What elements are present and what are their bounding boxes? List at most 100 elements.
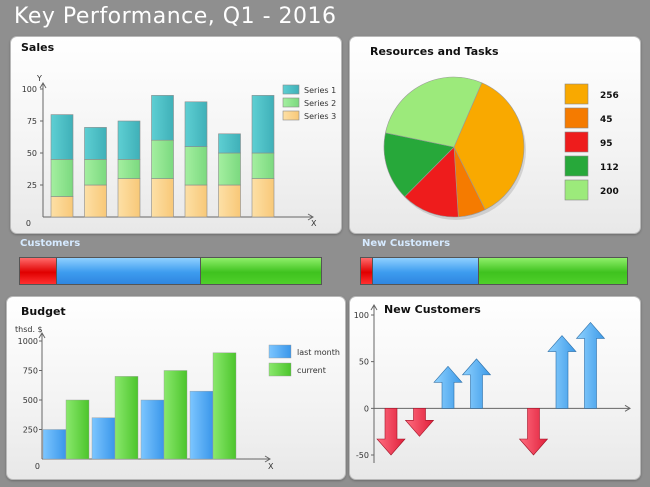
arrows-y-axis-arrow xyxy=(370,304,378,311)
sales-bar xyxy=(84,159,107,186)
sales-panel: Sales Y X 0 25 50 75 100 Series 1 Series 2 Series… xyxy=(10,36,342,234)
arrows-y-tick-label: 0 xyxy=(364,404,369,413)
arrow-down xyxy=(404,408,435,437)
sales-y-axis-arrow xyxy=(39,82,47,89)
budget-bar xyxy=(65,399,90,460)
budget-bar xyxy=(163,370,188,460)
sales-bar xyxy=(184,146,208,186)
sales-bar xyxy=(50,114,74,160)
new-customers-chart: -50 0 50 100 xyxy=(354,304,631,463)
sales-bar xyxy=(184,101,208,147)
sales-legend-swatch xyxy=(282,110,300,121)
budget-y-tick-label: 750 xyxy=(23,367,38,376)
pie-legend-swatch xyxy=(564,83,589,105)
new-customers-segment-green xyxy=(478,258,627,284)
sales-title: Sales xyxy=(21,41,55,54)
pie-legend-swatch xyxy=(564,107,589,129)
budget-y-tick-label: 0 xyxy=(35,462,40,471)
sales-legend-label: Series 2 xyxy=(304,99,336,108)
budget-bar xyxy=(42,429,67,460)
sales-y-label: Y xyxy=(36,74,42,83)
sales-bar xyxy=(218,133,241,154)
arrow-down xyxy=(376,408,406,456)
new-customers-progress xyxy=(360,257,628,285)
sales-bar xyxy=(117,159,141,179)
budget-y-axis-arrow xyxy=(38,332,46,339)
budget-legend-label: last month xyxy=(297,348,340,357)
budget-bar xyxy=(91,417,116,460)
sales-bar xyxy=(184,184,208,218)
customers-segment-green xyxy=(200,258,321,284)
pie-legend-swatch xyxy=(564,131,589,153)
arrow-up xyxy=(461,358,492,409)
sales-bar xyxy=(251,95,275,154)
pie-legend-label: 256 xyxy=(600,91,619,101)
arrow-up xyxy=(433,365,463,409)
sales-legend-swatch xyxy=(282,97,300,108)
sales-y-tick-label: 0 xyxy=(26,219,31,228)
pie-legend-label: 112 xyxy=(600,163,619,173)
sales-y-tick-label: 100 xyxy=(22,85,37,94)
sales-legend-swatch xyxy=(282,84,300,95)
sales-bar xyxy=(251,178,275,218)
new-customers-title: New Customers xyxy=(384,303,481,316)
customers-label: Customers xyxy=(20,238,81,249)
sales-y-tick-label: 75 xyxy=(27,117,37,126)
sales-bar xyxy=(50,159,74,197)
sales-bar xyxy=(218,152,241,186)
pie-legend-label: 95 xyxy=(600,139,613,149)
arrow-down xyxy=(518,408,549,456)
sales-bar xyxy=(117,178,141,218)
budget-x-axis-arrow xyxy=(264,455,271,463)
sales-bar xyxy=(151,139,174,179)
budget-y-label: thsd. $ xyxy=(15,325,43,334)
arrows-y-tick-label: -50 xyxy=(356,451,369,460)
resources-title: Resources and Tasks xyxy=(370,45,499,58)
budget-title: Budget xyxy=(21,305,66,318)
budget-legend-swatch xyxy=(268,344,292,359)
resources-panel: Resources and Tasks 256 45 95 112 200 xyxy=(349,36,641,234)
sales-y-tick-label: 50 xyxy=(27,149,37,158)
pie-legend-label: 200 xyxy=(600,187,619,197)
pie-slice xyxy=(404,146,459,218)
arrows-x-axis-arrow xyxy=(624,404,631,412)
arrows-y-tick-label: 100 xyxy=(354,311,369,320)
sales-bar xyxy=(251,152,275,179)
sales-legend-label: Series 3 xyxy=(304,112,336,121)
pie-legend-swatch xyxy=(564,179,589,201)
budget-bar xyxy=(114,376,139,460)
new-customers-panel: New Customers -50 0 50 100 xyxy=(349,296,641,480)
sales-chart: Y X 0 25 50 75 100 Series 1 Series 2 Series 3 xyxy=(22,74,337,228)
sales-legend-label: Series 1 xyxy=(304,86,336,95)
budget-legend-label: current xyxy=(297,366,326,375)
sales-bar xyxy=(84,127,107,160)
budget-bar xyxy=(140,399,165,460)
arrow-up xyxy=(575,322,606,409)
budget-y-tick-label: 250 xyxy=(23,426,38,435)
budget-bar xyxy=(212,352,237,460)
arrow-up xyxy=(547,335,577,409)
sales-x-label: X xyxy=(311,219,317,228)
pie-slice xyxy=(383,132,455,198)
sales-x-axis-arrow xyxy=(307,213,314,221)
sales-bar xyxy=(151,178,174,218)
new-customers-segment-blue xyxy=(371,258,479,284)
pie-legend-label: 45 xyxy=(600,115,613,125)
customers-progress xyxy=(19,257,322,285)
page-title: Key Performance, Q1 - 2016 xyxy=(14,4,337,29)
sales-bar xyxy=(50,196,74,218)
new-customers-segment-red xyxy=(361,258,372,284)
sales-bar xyxy=(151,95,174,141)
budget-y-tick-label: 500 xyxy=(23,396,38,405)
budget-y-tick-label: 1000 xyxy=(18,337,38,346)
customers-segment-blue xyxy=(55,258,201,284)
sales-bar xyxy=(218,184,241,218)
budget-x-label: X xyxy=(268,462,274,471)
budget-legend-swatch xyxy=(268,362,292,377)
pie-slice xyxy=(453,82,525,211)
budget-chart: thsd. $ X 0 250 500 750 1000 last month current xyxy=(15,325,340,471)
sales-bar xyxy=(84,184,107,218)
customers-segment-red xyxy=(20,258,56,284)
sales-y-tick-label: 25 xyxy=(27,181,37,190)
resources-chart: 256 45 95 112 200 xyxy=(383,76,619,220)
